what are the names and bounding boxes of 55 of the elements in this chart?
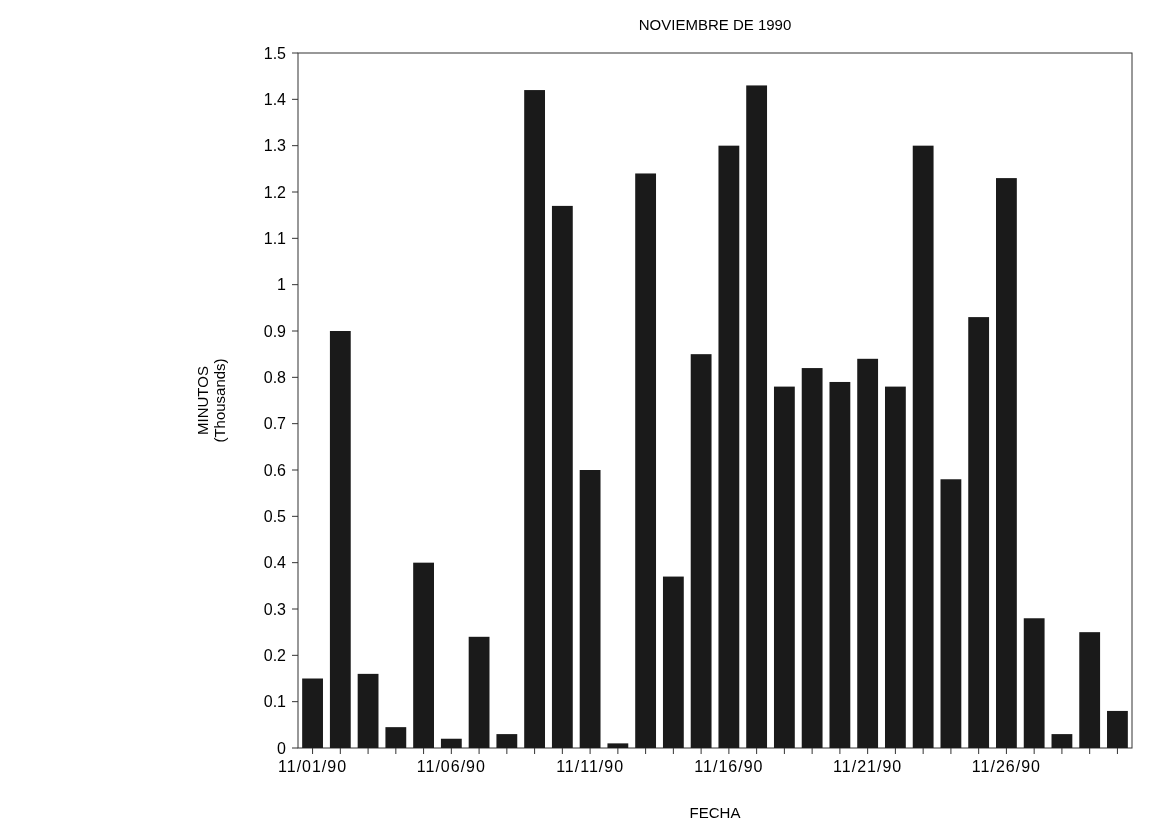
x-axis-title: FECHA	[689, 804, 741, 821]
y-tick-label: 0.8	[263, 368, 287, 386]
bar	[579, 470, 601, 748]
bar	[857, 358, 879, 748]
y-tick-label: 1.5	[263, 44, 287, 62]
y-tick-label: 0.4	[263, 554, 287, 572]
bar	[329, 331, 351, 748]
bar	[801, 368, 823, 748]
x-tick-label: 11/16/90	[694, 758, 764, 775]
bar	[662, 576, 684, 748]
bar	[496, 734, 518, 748]
x-tick-label: 11/21/90	[833, 758, 903, 775]
y-tick-label: 1.1	[263, 229, 287, 247]
y-tick-label: 0.2	[263, 646, 287, 664]
y-tick-label: 1	[277, 276, 287, 294]
bar	[551, 205, 573, 748]
y-tick-label: 0.6	[263, 461, 287, 479]
y-tick-label: 1.2	[263, 183, 287, 201]
bar	[635, 173, 657, 748]
bar	[884, 386, 906, 748]
bar	[996, 178, 1017, 748]
y-tick-label: 0.9	[263, 322, 287, 340]
y-axis-title: MINUTOS (Thousands)	[194, 358, 228, 443]
bar	[357, 673, 379, 748]
bar	[1051, 734, 1073, 748]
y-tick-label: 0	[277, 739, 287, 757]
x-tick-label: 11/11/90	[556, 758, 625, 775]
x-tick-label: 11/06/90	[416, 758, 486, 775]
bar	[468, 636, 490, 748]
bar	[718, 145, 740, 748]
bar	[440, 738, 462, 748]
bar	[968, 317, 990, 748]
bar	[413, 562, 434, 748]
bar	[940, 479, 962, 748]
bar	[773, 386, 795, 748]
bar	[746, 85, 768, 748]
bar	[912, 145, 934, 748]
bar	[829, 381, 851, 748]
x-tick-label: 11/01/90	[278, 758, 348, 775]
y-tick-label: 1.4	[263, 90, 287, 108]
bar	[607, 743, 629, 748]
bar	[1023, 618, 1045, 748]
x-tick-label: 11/26/90	[971, 758, 1041, 775]
bar	[524, 90, 546, 748]
bar	[690, 354, 712, 748]
y-tick-label: 0.1	[263, 693, 287, 711]
chart-title: NOVIEMBRE DE 1990	[638, 16, 792, 33]
y-tick-label: 1.3	[263, 137, 287, 155]
y-tick-label: 0.7	[263, 415, 287, 433]
y-tick-label: 0.5	[263, 507, 287, 525]
y-tick-label: 0.3	[263, 600, 287, 618]
bar	[1079, 632, 1101, 748]
bar	[302, 678, 323, 748]
bar	[385, 727, 407, 748]
bar	[1107, 710, 1128, 748]
